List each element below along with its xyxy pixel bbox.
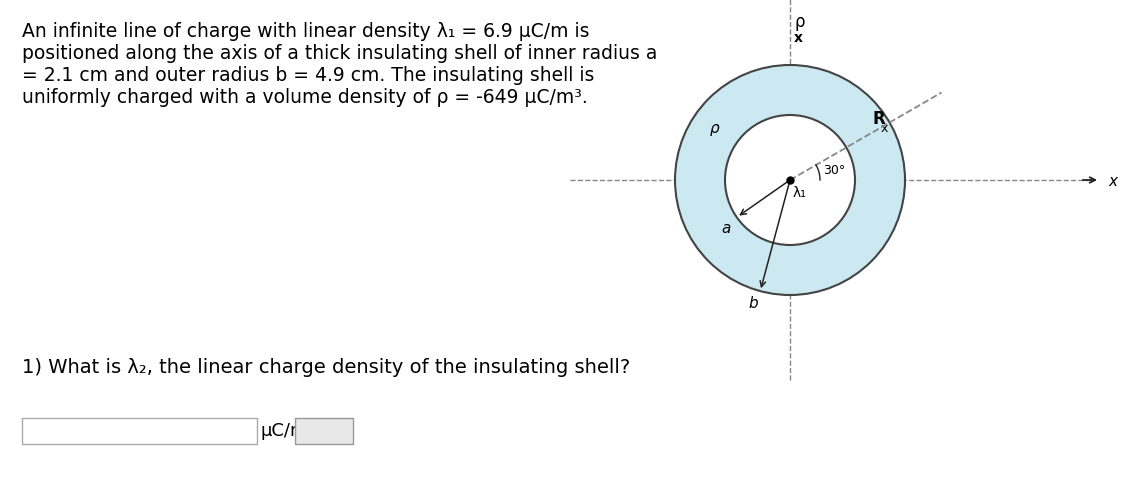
Text: μC/m: μC/m xyxy=(260,422,307,440)
Text: Submit: Submit xyxy=(294,422,354,440)
Bar xyxy=(22,418,257,444)
Circle shape xyxy=(725,115,855,245)
Text: ρ: ρ xyxy=(794,13,805,31)
Text: 30°: 30° xyxy=(823,164,845,177)
Text: x: x xyxy=(880,122,888,135)
Text: R: R xyxy=(872,109,885,127)
Text: 1) What is λ₂, the linear charge density of the insulating shell?: 1) What is λ₂, the linear charge density… xyxy=(22,358,630,377)
Text: a: a xyxy=(721,221,731,236)
Text: positioned along the axis of a thick insulating shell of inner radius a: positioned along the axis of a thick ins… xyxy=(22,44,657,63)
Text: An infinite line of charge with linear density λ₁ = 6.9 μC/m is: An infinite line of charge with linear d… xyxy=(22,22,589,41)
Text: x: x xyxy=(1107,175,1117,190)
Text: ρ: ρ xyxy=(709,121,719,136)
Text: uniformly charged with a volume density of ρ = -649 μC/m³.: uniformly charged with a volume density … xyxy=(22,88,588,107)
Text: λ₁: λ₁ xyxy=(792,186,807,200)
Text: x: x xyxy=(794,31,803,45)
Bar xyxy=(294,418,352,444)
Text: = 2.1 cm and outer radius b = 4.9 cm. The insulating shell is: = 2.1 cm and outer radius b = 4.9 cm. Th… xyxy=(22,66,595,85)
Text: b: b xyxy=(748,296,758,311)
Circle shape xyxy=(675,65,905,295)
